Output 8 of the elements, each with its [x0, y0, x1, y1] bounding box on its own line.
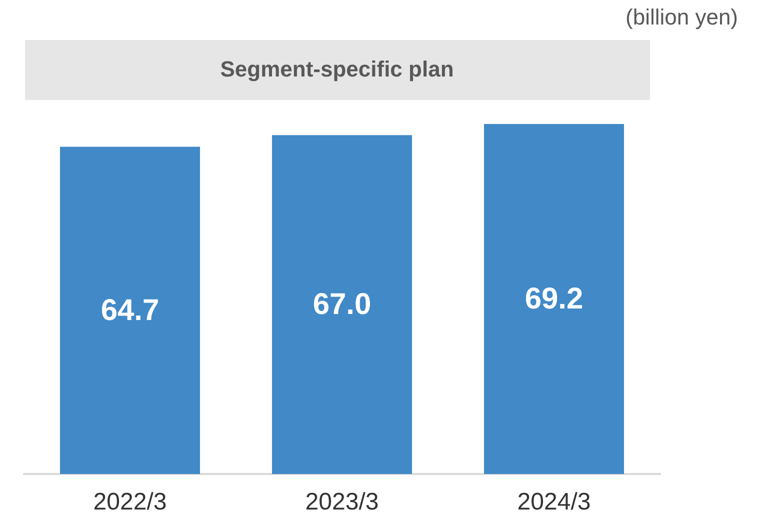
text: (billion yen) — [626, 4, 738, 30]
data-label: 69.2 — [524, 282, 584, 316]
x-tick-label: 2024/3 — [517, 488, 591, 516]
x-tick-label: 2023/3 — [305, 488, 379, 516]
x-tick-label: 2022/3 — [93, 488, 167, 516]
chart-title: Segment-specific plan — [220, 56, 454, 82]
data-label: 67.0 — [312, 288, 372, 322]
data-label: 64.7 — [100, 294, 160, 327]
